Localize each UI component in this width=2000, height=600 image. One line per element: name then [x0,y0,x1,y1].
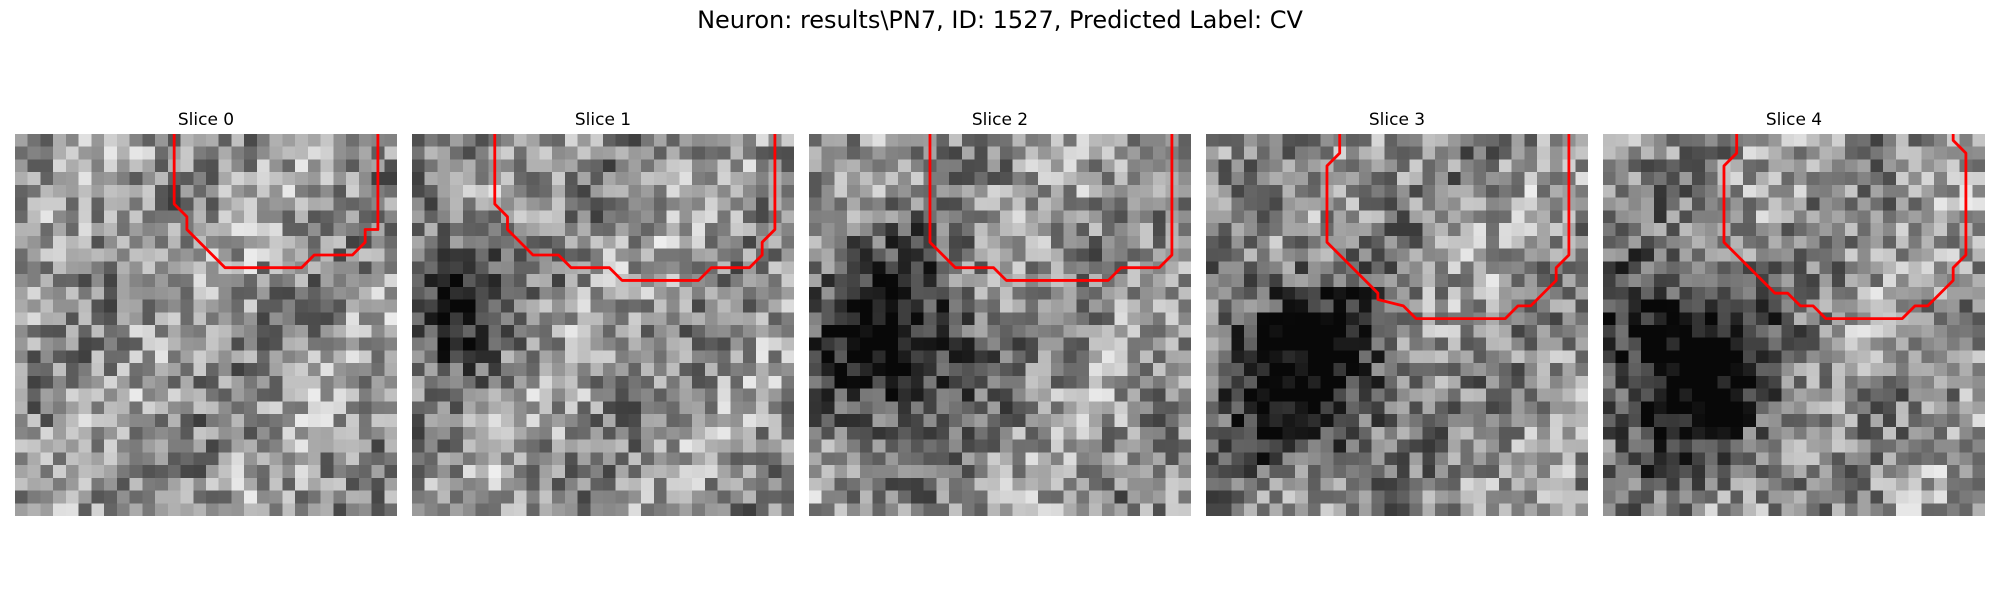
contour-line [493,134,777,282]
slice-title: Slice 3 [1368,110,1426,130]
figure-title: Neuron: results\PN7, ID: 1527, Predicted… [697,6,1303,34]
slice-image-2 [809,134,1191,516]
slice-image-3 [1206,134,1588,516]
slice-panel-3: Slice 3 [1206,108,1588,516]
slice-panel-2: Slice 2 [809,108,1191,516]
slice-panel-0: Slice 0 [15,108,397,516]
contour-line [1325,134,1571,321]
slice-title: Slice 2 [971,110,1029,130]
slice-title: Slice 1 [574,110,632,130]
slice-title: Slice 4 [1765,110,1823,130]
slice-panel-1: Slice 1 [412,108,794,516]
slice-image-4 [1603,134,1985,516]
contour-line [1722,134,1968,321]
contour-line [928,134,1174,282]
slice-panel-4: Slice 4 [1603,108,1985,516]
slice-title: Slice 0 [177,110,235,130]
slice-image-0 [15,134,397,516]
contour-line [172,134,380,270]
slice-image-1 [412,134,794,516]
